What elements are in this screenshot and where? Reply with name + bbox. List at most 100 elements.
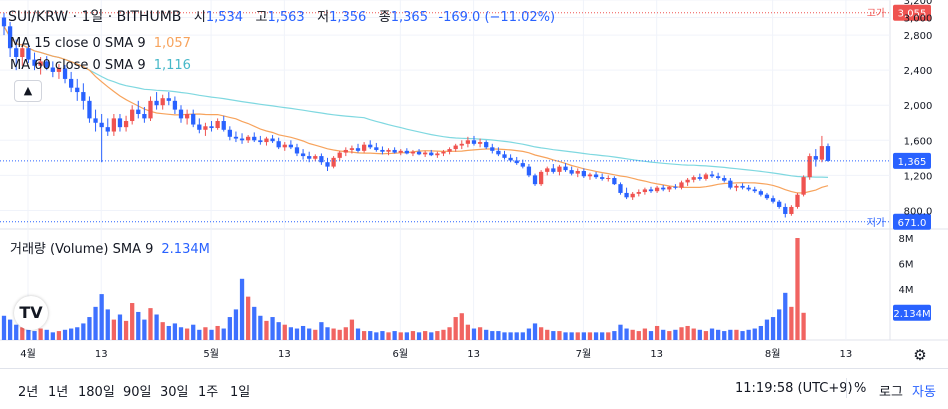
candle-body bbox=[75, 87, 80, 93]
volume-bar bbox=[490, 331, 495, 340]
candle-body bbox=[807, 156, 812, 178]
volume-bar bbox=[178, 327, 184, 340]
candle-body bbox=[191, 114, 196, 125]
candle-body bbox=[795, 194, 800, 207]
candle-body bbox=[288, 144, 294, 148]
close-value: 1,365 bbox=[390, 10, 428, 25]
price-tick-label: 800.0 bbox=[904, 206, 933, 217]
volume-bar bbox=[447, 327, 452, 340]
candle-body bbox=[111, 118, 117, 132]
range-30d-button[interactable]: 30일 bbox=[160, 385, 189, 400]
volume-bar bbox=[795, 238, 800, 340]
volume-bar bbox=[679, 327, 684, 340]
volume-bar bbox=[465, 324, 471, 340]
candle-body bbox=[624, 192, 629, 198]
candle-body bbox=[477, 142, 483, 144]
volume-bar bbox=[783, 292, 788, 340]
range-90d-button[interactable]: 90일 bbox=[123, 385, 152, 400]
volume-bar bbox=[514, 332, 519, 340]
volume-bar bbox=[368, 331, 373, 340]
volume-bar bbox=[600, 332, 605, 340]
candle-body bbox=[569, 170, 574, 174]
candle-body bbox=[667, 186, 672, 190]
candle-body bbox=[416, 151, 422, 155]
candle-body bbox=[825, 146, 831, 161]
candle-body bbox=[538, 171, 544, 185]
candle-body bbox=[801, 177, 806, 195]
candle-body bbox=[154, 100, 159, 106]
volume-bar bbox=[209, 329, 214, 340]
range-1d-button[interactable]: 1일 bbox=[230, 385, 251, 400]
candle-body bbox=[215, 121, 220, 129]
candle-body bbox=[441, 151, 446, 154]
time-tick-label: 13 bbox=[840, 349, 853, 360]
volume-bar bbox=[264, 320, 269, 340]
collapse-legend-button[interactable]: ▲ bbox=[14, 80, 42, 102]
candle-body bbox=[233, 136, 239, 139]
candle-body bbox=[752, 189, 757, 192]
candle-body bbox=[7, 26, 13, 49]
candle-body bbox=[789, 206, 794, 214]
last-volume-tag-box bbox=[893, 304, 931, 321]
candle-body bbox=[26, 48, 31, 60]
symbol-title[interactable]: SUI/KRW · 1일 · BITHUMB bbox=[8, 9, 182, 25]
candle-body bbox=[337, 152, 342, 158]
candle-body bbox=[239, 138, 245, 141]
volume-bar bbox=[453, 317, 458, 340]
candle-body bbox=[514, 160, 519, 164]
volume-bar bbox=[239, 278, 245, 340]
candle-body bbox=[502, 154, 507, 158]
candle-body bbox=[130, 109, 135, 122]
last-price-tag-box bbox=[893, 152, 931, 169]
candle-body bbox=[87, 100, 92, 119]
clock-timezone[interactable]: 11:19:58 (UTC+9) bbox=[735, 381, 853, 396]
range-1y-button[interactable]: 1년 bbox=[48, 385, 69, 400]
settings-gear-icon[interactable]: ⚙ bbox=[913, 346, 927, 364]
volume-bar bbox=[294, 328, 300, 340]
candle-body bbox=[642, 189, 648, 193]
percent-scale-button[interactable]: % bbox=[854, 381, 867, 396]
volume-bar bbox=[258, 315, 263, 340]
volume-legend[interactable]: 거래량 (Volume) SMA 9 2.134M bbox=[10, 238, 210, 257]
candle-body bbox=[575, 171, 580, 174]
range-180d-button[interactable]: 180일 bbox=[78, 385, 115, 400]
price-tick-label: 1,200 bbox=[904, 171, 933, 182]
candle-body bbox=[343, 149, 348, 153]
range-1w-button[interactable]: 1주 bbox=[198, 385, 219, 400]
time-tick-label: 13 bbox=[650, 349, 663, 360]
volume-bar bbox=[673, 329, 678, 340]
volume-bar bbox=[581, 332, 586, 340]
price-tick-label: 2,000 bbox=[904, 101, 933, 112]
candle-body bbox=[392, 149, 397, 153]
volume-bar bbox=[343, 327, 348, 340]
volume-bar bbox=[661, 329, 666, 340]
volume-bar bbox=[246, 296, 251, 340]
volume-bar bbox=[746, 329, 751, 340]
open-label: 시 bbox=[193, 10, 206, 25]
auto-scale-button[interactable]: 자동 bbox=[912, 385, 936, 400]
volume-bar bbox=[441, 329, 446, 340]
candle-body bbox=[331, 157, 336, 167]
time-axis[interactable]: 4월 13 5월 13 6월 13 7월 13 8월 13 bbox=[20, 348, 852, 360]
range-2y-button[interactable]: 2년 bbox=[18, 385, 39, 400]
volume-bar bbox=[111, 319, 117, 340]
price-axis[interactable]: 3,200 3,000 2,800 2,400 2,000 1,600 1,200 800.0… bbox=[899, 0, 933, 296]
candle-body bbox=[758, 191, 763, 195]
ma15-legend[interactable]: MA 15 close 0 SMA 9 1,057 bbox=[10, 36, 191, 51]
candle-body bbox=[404, 150, 409, 154]
volume-bar bbox=[508, 332, 513, 340]
candle-body bbox=[593, 174, 599, 178]
candle-body bbox=[679, 182, 684, 188]
ma60-legend-value: 1,116 bbox=[153, 58, 191, 73]
ma60-legend[interactable]: MA 60 close 0 SMA 9 1,116 bbox=[10, 58, 191, 73]
volume-bar bbox=[423, 331, 428, 340]
volume-bar bbox=[630, 329, 635, 340]
tradingview-logo[interactable]: TV bbox=[14, 296, 48, 330]
volume-bar bbox=[148, 308, 153, 340]
log-scale-button[interactable]: 로그 bbox=[879, 385, 903, 400]
candle-body bbox=[410, 151, 416, 154]
chart-header: SUI/KRW · 1일 · BITHUMB 시1,534 고1,563 저1,… bbox=[8, 6, 555, 26]
volume-bar bbox=[471, 328, 477, 340]
candle-body bbox=[661, 187, 666, 190]
